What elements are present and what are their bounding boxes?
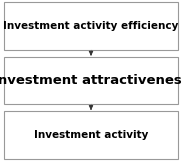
Bar: [4, 111, 178, 159]
Bar: [4, 57, 178, 104]
Text: Investment activity: Investment activity: [34, 130, 148, 140]
Text: Investment attractiveness: Investment attractiveness: [0, 74, 182, 87]
Bar: [4, 2, 178, 50]
Text: Investment activity efficiency: Investment activity efficiency: [3, 21, 179, 31]
